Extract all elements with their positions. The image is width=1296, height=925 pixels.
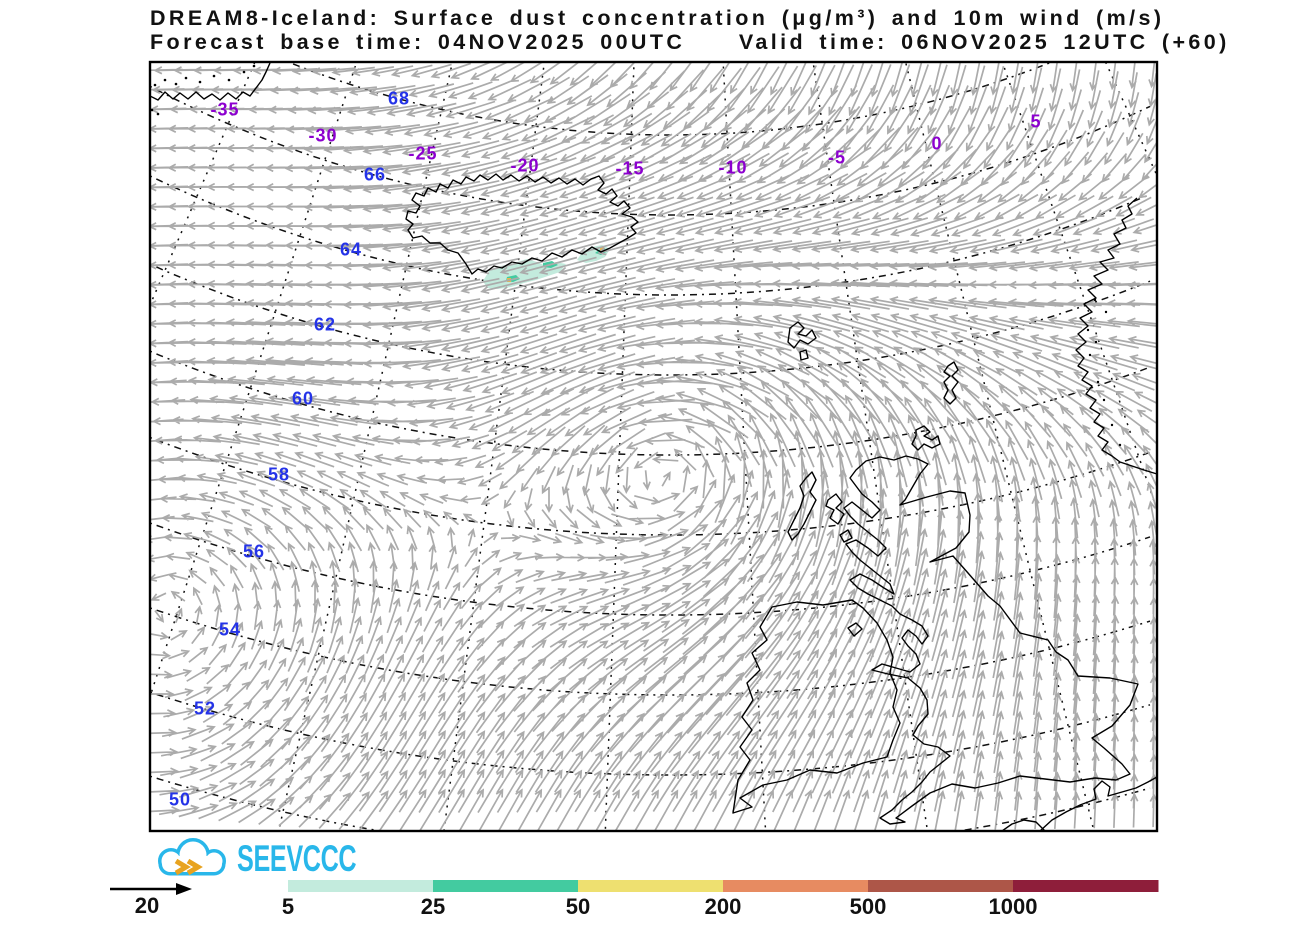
colorbar-segment (868, 880, 1014, 892)
coast-skye (825, 493, 845, 525)
colorbar-segment (288, 880, 434, 892)
chart-title: DREAM8-Iceland: Surface dust concentrati… (150, 6, 1165, 30)
wind-reference-label: 20 (134, 893, 160, 918)
longitude-label: -5 (827, 147, 847, 168)
coast-shetland (943, 361, 959, 405)
latitude-label: 50 (168, 789, 192, 810)
coast-great-britain (843, 455, 1139, 825)
latitude-label: 56 (242, 541, 266, 562)
title-block: DREAM8-Iceland: Surface dust concentrati… (150, 6, 1230, 54)
wind-arrows-layer (151, 63, 1156, 830)
chart-subtitle: Forecast base time: 04NOV2025 00UTC Vali… (150, 30, 1230, 54)
colorbar-segment (578, 880, 724, 892)
longitude-label: -15 (615, 158, 645, 179)
longitude-label: 5 (1030, 111, 1042, 132)
latitude-label: 54 (218, 619, 242, 640)
latitude-label: 68 (387, 88, 411, 109)
coast-norway (1075, 197, 1156, 475)
coast-mull (839, 529, 853, 543)
seevccc-logo-icon (158, 838, 226, 876)
wind-reference-arrow (110, 883, 192, 895)
latitude-label: 62 (313, 314, 337, 335)
colorbar-tick-label: 50 (565, 894, 591, 919)
coast-faroe (799, 349, 809, 361)
colorbar-segment (433, 880, 579, 892)
latitude-label: 52 (193, 698, 217, 719)
colorbar-tick-label: 5 (281, 894, 295, 919)
coast-faroe (787, 321, 817, 349)
colorbar (288, 880, 1159, 892)
latitude-label: 64 (339, 239, 363, 260)
coastline-layer (151, 63, 1156, 830)
latitude-label: 66 (363, 164, 387, 185)
longitude-label: -20 (510, 155, 540, 176)
longitude-label: -30 (308, 125, 338, 146)
colorbar-segment (723, 880, 869, 892)
latitude-label: 58 (267, 464, 291, 485)
coast-orkney (911, 425, 941, 451)
longitude-label: -10 (718, 157, 748, 178)
map-border (148, 60, 1159, 833)
colorbar-tick-label: 25 (420, 894, 446, 919)
coast-greenland (151, 63, 271, 101)
coast-iceland (405, 173, 639, 275)
latitude-label: 60 (291, 388, 315, 409)
coast-hebrides (787, 471, 817, 541)
colorbar-tick-label: 500 (849, 894, 887, 919)
colorbar-segment (1013, 880, 1159, 892)
colorbar-tick-label: 1000 (988, 894, 1038, 919)
longitude-label: -35 (210, 99, 240, 120)
longitude-label: 0 (931, 133, 943, 154)
longitude-label: -25 (408, 143, 438, 164)
coast-ireland (732, 599, 901, 814)
coast-france (1002, 819, 1045, 830)
coast-france (1040, 776, 1156, 830)
logo-text: SEEVCCC (237, 838, 357, 879)
coast-isle-of-man (847, 622, 863, 637)
colorbar-tick-label: 200 (704, 894, 742, 919)
